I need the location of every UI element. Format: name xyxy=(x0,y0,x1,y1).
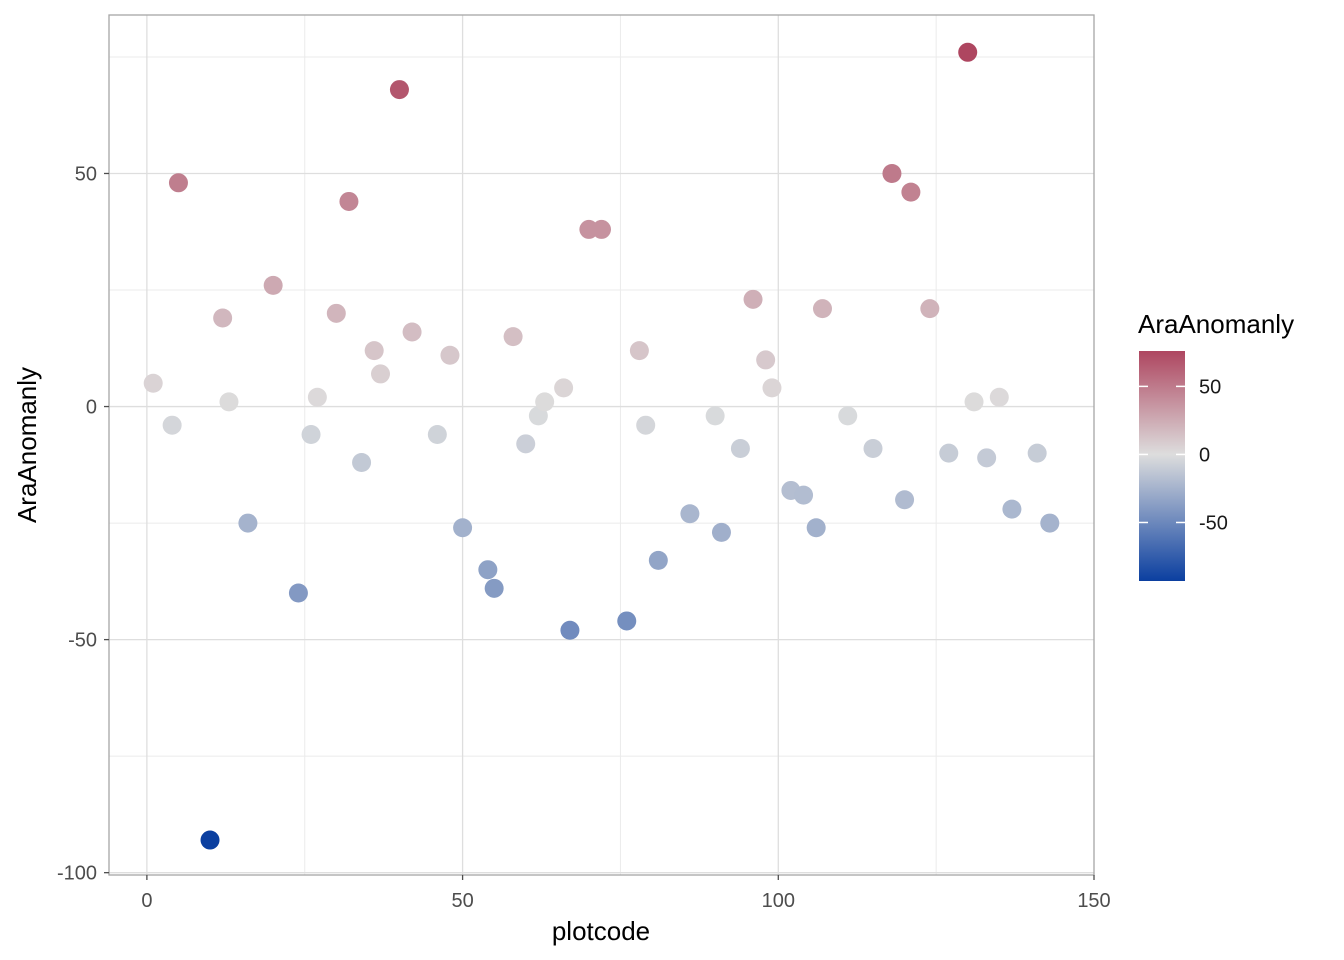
legend-break-label: 50 xyxy=(1199,376,1221,398)
data-point xyxy=(213,308,233,328)
data-point xyxy=(364,341,384,361)
data-point xyxy=(882,163,902,183)
y-tick-label: 0 xyxy=(86,397,97,419)
legend-break-label: -50 xyxy=(1199,512,1228,534)
data-point xyxy=(794,485,814,505)
data-point xyxy=(1027,443,1047,463)
data-point xyxy=(838,406,858,426)
data-point xyxy=(977,448,997,468)
data-point xyxy=(402,322,422,342)
data-point xyxy=(958,42,978,62)
data-point xyxy=(440,345,460,365)
data-point xyxy=(762,378,782,398)
data-point xyxy=(648,550,668,570)
data-point xyxy=(863,438,883,458)
plot-border xyxy=(108,14,1095,876)
x-tick-label: 0 xyxy=(141,890,152,912)
x-axis-title: plotcode xyxy=(552,916,650,946)
data-point xyxy=(636,415,656,435)
data-point xyxy=(806,518,826,538)
data-point xyxy=(1040,513,1060,533)
data-point xyxy=(307,387,327,407)
data-point xyxy=(743,289,763,309)
data-point xyxy=(711,522,731,542)
data-point xyxy=(920,299,940,319)
data-point xyxy=(901,182,921,202)
data-point xyxy=(301,425,321,445)
data-point xyxy=(339,191,359,211)
data-point xyxy=(200,830,220,850)
data-point xyxy=(964,392,984,412)
data-point xyxy=(219,392,239,412)
data-point xyxy=(895,490,915,510)
data-point xyxy=(756,350,776,370)
x-tick-label: 150 xyxy=(1077,890,1110,912)
x-axis-ticks: 0 50 100 150 xyxy=(141,875,1111,912)
data-point xyxy=(288,583,308,603)
legend-break-label: 0 xyxy=(1199,444,1210,466)
y-axis-ticks: -100 -50 0 50 xyxy=(57,163,109,885)
grid-major xyxy=(109,15,1094,875)
data-point xyxy=(592,219,611,239)
data-point xyxy=(168,173,188,193)
data-point xyxy=(478,560,498,580)
data-point xyxy=(629,341,649,361)
x-tick-label: 50 xyxy=(451,890,473,912)
data-point xyxy=(516,434,536,454)
y-axis-title: AraAnomanly xyxy=(12,367,42,523)
data-point xyxy=(560,620,580,640)
x-tick-label: 100 xyxy=(762,890,795,912)
data-point xyxy=(162,415,182,435)
y-tick-label: 50 xyxy=(75,163,97,185)
data-point xyxy=(554,378,574,398)
data-point xyxy=(705,406,725,426)
data-point xyxy=(453,518,473,538)
data-point xyxy=(427,425,447,445)
data-point xyxy=(484,578,504,598)
data-point xyxy=(989,387,1009,407)
data-point xyxy=(730,438,750,458)
data-point xyxy=(1002,499,1022,519)
data-point xyxy=(326,303,346,323)
data-point xyxy=(238,513,258,533)
data-point xyxy=(352,452,372,472)
data-point xyxy=(680,504,700,524)
data-point xyxy=(263,275,283,295)
data-point xyxy=(371,364,391,384)
data-point xyxy=(503,327,523,347)
data-point xyxy=(617,611,637,631)
data-point xyxy=(939,443,959,463)
y-tick-label: -50 xyxy=(68,630,97,652)
data-points xyxy=(143,42,1060,850)
data-point xyxy=(143,373,163,393)
data-point xyxy=(535,392,555,412)
grid-minor xyxy=(109,15,1094,875)
plot-panel xyxy=(109,15,1094,875)
legend: AraAnomanly 50 0 -50 xyxy=(1138,309,1294,581)
data-point xyxy=(389,80,409,100)
legend-breaks: 50 0 -50 xyxy=(1139,376,1228,534)
y-tick-label: -100 xyxy=(57,863,97,885)
legend-colorbar xyxy=(1139,351,1185,581)
data-point xyxy=(812,299,832,319)
legend-title: AraAnomanly xyxy=(1138,309,1294,339)
